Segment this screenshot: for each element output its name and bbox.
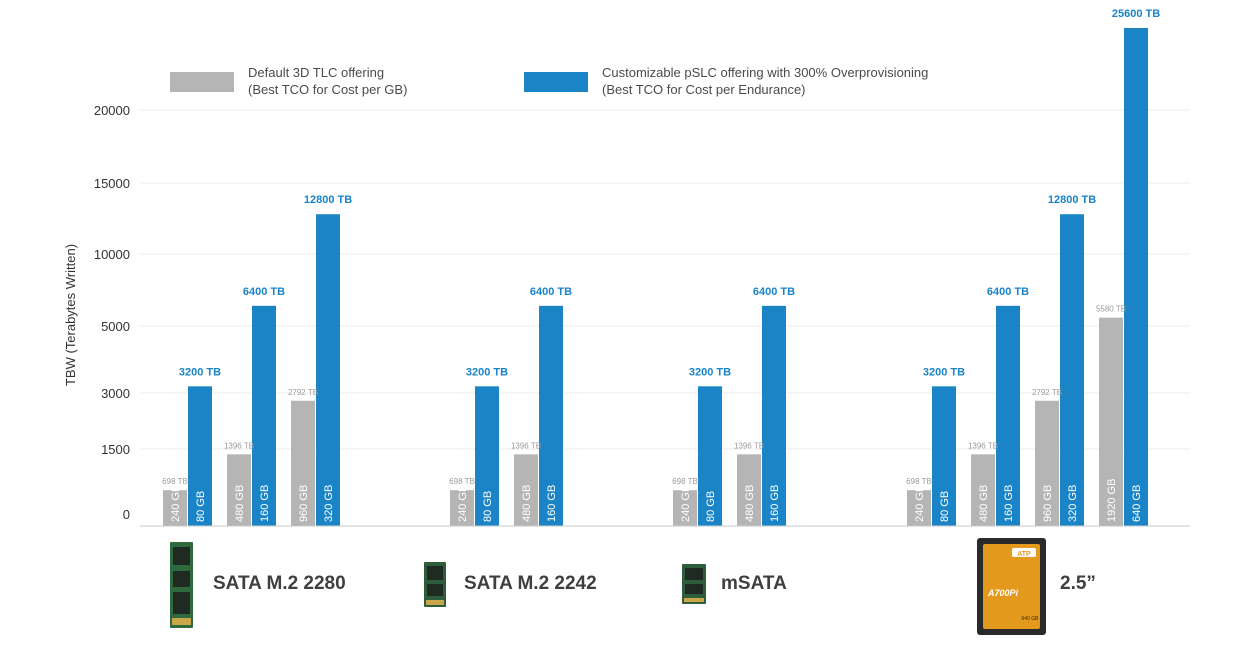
value-label-tlc-g2-p0: 698 TB xyxy=(672,477,698,486)
capacity-label-pslc-g0-p1: 160 GB xyxy=(259,485,271,522)
legend-tlc-line2: (Best TCO for Cost per GB) xyxy=(248,82,407,97)
m2-2280-module-icon xyxy=(170,542,193,628)
capacity-label-tlc-g3-p1: 480 GB xyxy=(978,485,990,522)
bar-pslc-g3-p3 xyxy=(1124,28,1148,526)
y-tick-5000: 5000 xyxy=(101,319,130,334)
bar-tlc-g3-p1 xyxy=(971,454,995,526)
value-label-pslc-g0-p2: 12800 TB xyxy=(304,194,352,206)
bar-tlc-g1-p1 xyxy=(514,454,538,526)
capacity-label-tlc-g3-p0: 240 GB xyxy=(914,485,926,522)
ssd-brand-text: ATP xyxy=(1017,551,1031,558)
product-label-2-5: 2.5” xyxy=(1060,573,1096,594)
bar-tlc-g0-p0 xyxy=(163,490,187,526)
value-label-tlc-g3-p3: 5580 TB xyxy=(1096,305,1126,314)
ssd-2-5-inch-drive-icon: ATP A700Pi 640 GB xyxy=(977,538,1046,635)
legend-tlc-line1: Default 3D TLC offering xyxy=(248,65,384,80)
capacity-label-tlc-g2-p1: 480 GB xyxy=(744,485,756,522)
capacity-label-pslc-g1-p0: 80 GB xyxy=(482,491,494,522)
bar-tlc-g0-p1 xyxy=(227,454,251,526)
value-label-tlc-g2-p1: 1396 TB xyxy=(734,441,764,450)
capacity-label-tlc-g1-p0: 240 GB xyxy=(457,485,469,522)
capacity-label-pslc-g2-p0: 80 GB xyxy=(705,491,717,522)
capacity-label-pslc-g3-p1: 160 GB xyxy=(1003,485,1015,522)
value-label-pslc-g3-p1: 6400 TB xyxy=(987,286,1029,298)
value-label-pslc-g0-p0: 3200 TB xyxy=(179,366,221,378)
capacity-label-tlc-g2-p0: 240 GB xyxy=(680,485,692,522)
value-label-tlc-g1-p1: 1396 TB xyxy=(511,441,541,450)
legend-pslc-line2: (Best TCO for Cost per Endurance) xyxy=(602,82,806,97)
msata-module-icon xyxy=(682,564,706,604)
bar-tlc-g3-p2 xyxy=(1035,400,1059,526)
value-label-pslc-g2-p1: 6400 TB xyxy=(753,286,795,298)
bar-pslc-g3-p1 xyxy=(996,305,1020,526)
capacity-label-tlc-g1-p1: 480 GB xyxy=(521,485,533,522)
capacity-label-pslc-g0-p0: 80 GB xyxy=(195,491,207,522)
capacity-label-tlc-g3-p2: 960 GB xyxy=(1042,485,1054,522)
m2-2242-module-icon xyxy=(424,562,446,607)
bar-pslc-g3-p2 xyxy=(1060,214,1084,527)
value-label-pslc-g3-p2: 12800 TB xyxy=(1048,194,1096,206)
y-tick-labels: 0 1500 3000 5000 10000 15000 20000 xyxy=(94,103,130,522)
capacity-label-pslc-g1-p1: 160 GB xyxy=(546,485,558,522)
legend-swatch-tlc xyxy=(170,72,234,92)
value-label-tlc-g0-p0: 698 TB xyxy=(162,477,188,486)
value-label-tlc-g0-p1: 1396 TB xyxy=(224,441,254,450)
capacity-label-pslc-g3-p0: 80 GB xyxy=(939,491,951,522)
value-label-pslc-g2-p0: 3200 TB xyxy=(689,366,731,378)
value-label-tlc-g1-p0: 698 TB xyxy=(449,477,475,486)
value-label-pslc-g1-p0: 3200 TB xyxy=(466,366,508,378)
capacity-label-pslc-g3-p3: 640 GB xyxy=(1131,485,1143,522)
value-label-tlc-g0-p2: 2792 TB xyxy=(288,388,318,397)
value-label-tlc-g3-p0: 698 TB xyxy=(906,477,932,486)
y-tick-10000: 10000 xyxy=(94,247,130,262)
capacity-label-tlc-g0-p1: 480 GB xyxy=(234,485,246,522)
bar-pslc-g3-p0 xyxy=(932,386,956,526)
gridlines xyxy=(140,109,1190,450)
capacity-label-pslc-g3-p2: 320 GB xyxy=(1067,485,1079,522)
capacity-label-pslc-g2-p1: 160 GB xyxy=(769,485,781,522)
capacity-label-pslc-g0-p2: 320 GB xyxy=(323,485,335,522)
bar-tlc-g2-p0 xyxy=(673,490,697,526)
bar-pslc-g2-p0 xyxy=(698,386,722,526)
bar-tlc-g3-p0 xyxy=(907,490,931,526)
ssd-model-text: A700Pi xyxy=(987,588,1019,598)
capacity-label-tlc-g3-p3: 1920 GB xyxy=(1106,479,1118,522)
bar-pslc-g1-p0 xyxy=(475,386,499,526)
value-label-pslc-g1-p1: 6400 TB xyxy=(530,286,572,298)
legend: Default 3D TLC offering (Best TCO for Co… xyxy=(170,65,928,97)
value-label-pslc-g0-p1: 6400 TB xyxy=(243,286,285,298)
product-label-msata: mSATA xyxy=(721,573,787,594)
y-tick-20000: 20000 xyxy=(94,103,130,118)
bar-tlc-g3-p3 xyxy=(1099,317,1123,526)
bar-tlc-g0-p2 xyxy=(291,400,315,526)
y-tick-1500: 1500 xyxy=(101,442,130,457)
y-tick-0: 0 xyxy=(123,507,130,522)
value-label-pslc-g3-p0: 3200 TB xyxy=(923,366,965,378)
product-label-m2-2280: SATA M.2 2280 xyxy=(213,573,346,594)
y-tick-15000: 15000 xyxy=(94,176,130,191)
bar-pslc-g0-p2 xyxy=(316,214,340,527)
value-label-tlc-g3-p2: 2792 TB xyxy=(1032,388,1062,397)
bars: 698 TB 3200 TB 240 GB 80 GB 1396 TB 6400 TB 48… xyxy=(162,8,1160,527)
value-label-tlc-g3-p1: 1396 TB xyxy=(968,441,998,450)
y-tick-3000: 3000 xyxy=(101,386,130,401)
value-label-pslc-g3-p3: 25600 TB xyxy=(1112,8,1160,20)
product-label-m2-2242: SATA M.2 2242 xyxy=(464,573,597,594)
bar-tlc-g1-p0 xyxy=(450,490,474,526)
ssd-capacity-text: 640 GB xyxy=(1022,616,1040,622)
y-axis-label: TBW (Terabytes Written) xyxy=(63,244,78,386)
bar-tlc-g2-p1 xyxy=(737,454,761,526)
bar-pslc-g1-p1 xyxy=(539,305,563,526)
capacity-label-tlc-g0-p0: 240 GB xyxy=(170,485,182,522)
bar-pslc-g0-p0 xyxy=(188,386,212,526)
legend-swatch-pslc xyxy=(524,72,588,92)
capacity-label-tlc-g0-p2: 960 GB xyxy=(298,485,310,522)
legend-pslc-line1: Customizable pSLC offering with 300% Ove… xyxy=(602,65,928,80)
bar-pslc-g2-p1 xyxy=(762,305,786,526)
bar-pslc-g0-p1 xyxy=(252,305,276,526)
